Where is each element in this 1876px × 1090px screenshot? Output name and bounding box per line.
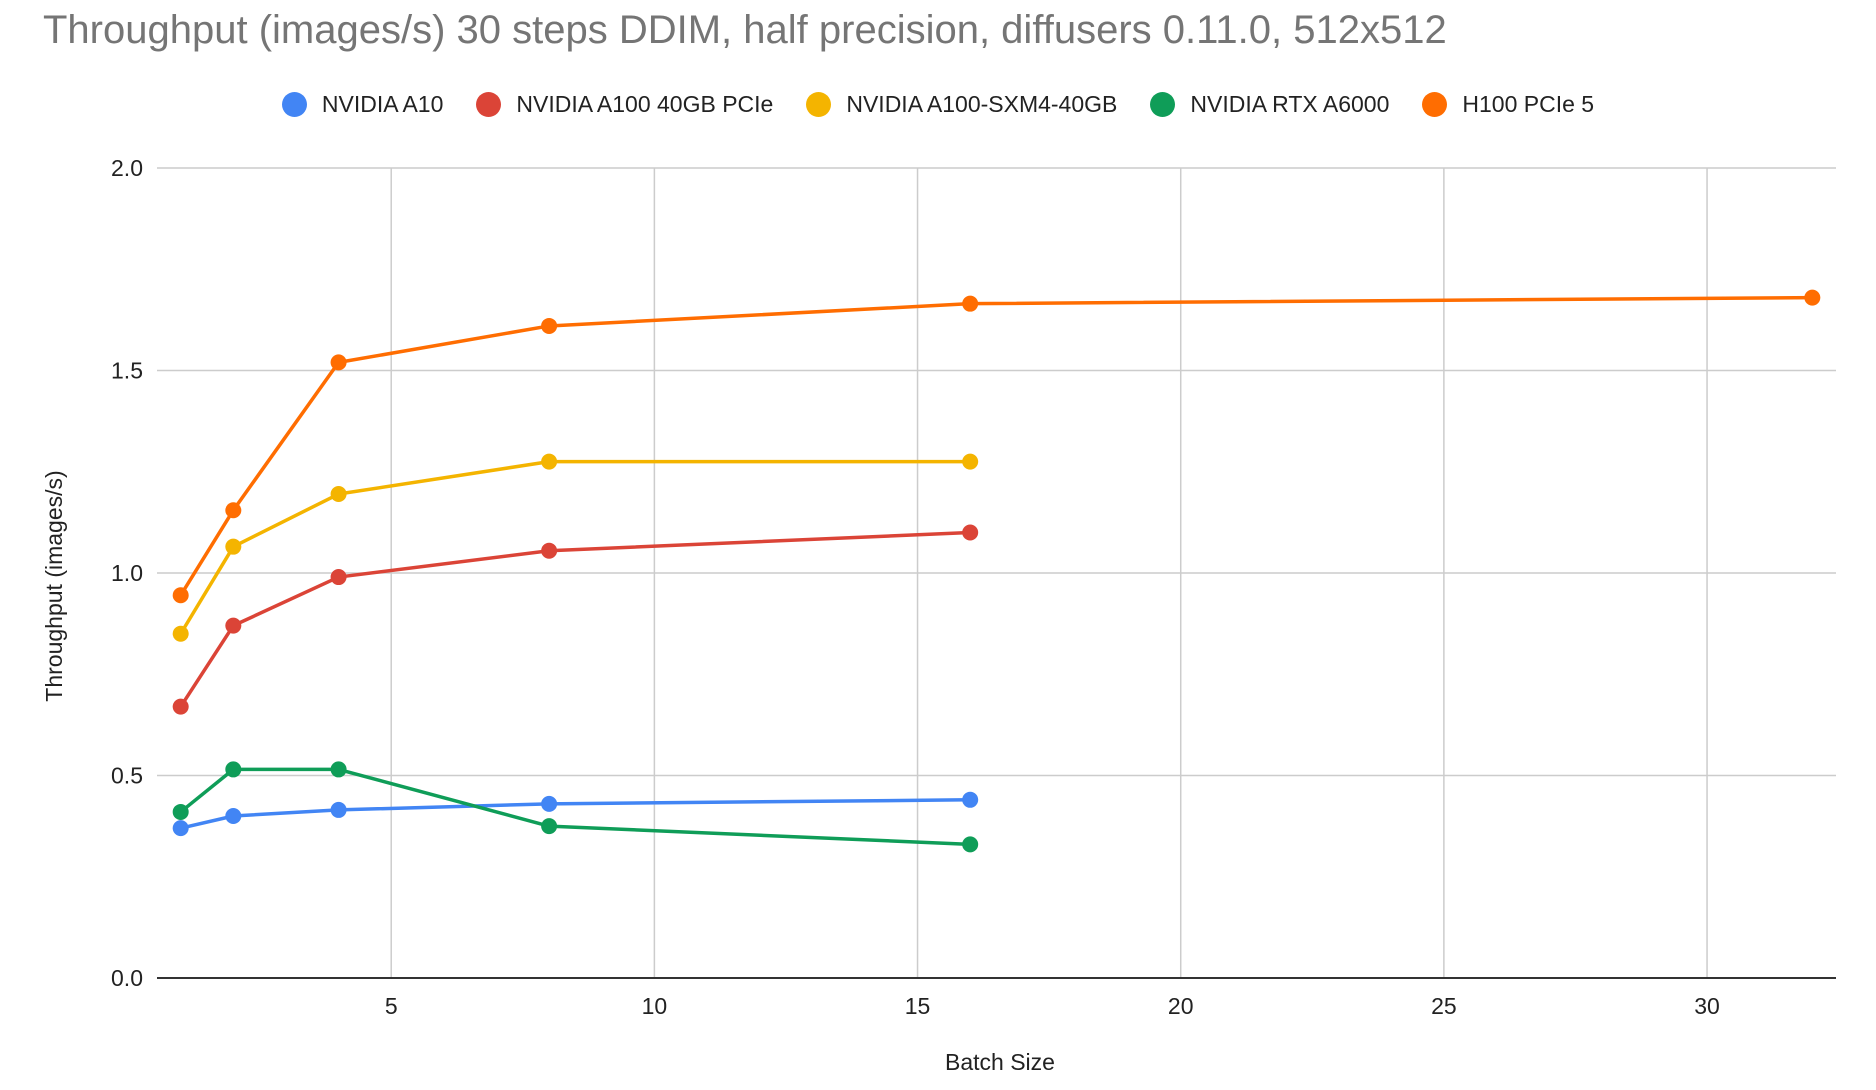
legend-item[interactable]: NVIDIA A10 — [281, 90, 444, 118]
legend-swatch — [1422, 91, 1448, 117]
series-line — [179, 767, 971, 847]
legend-swatch — [1150, 91, 1176, 117]
x-axis-label: Batch Size — [945, 1049, 1055, 1075]
data-point[interactable] — [225, 761, 242, 778]
data-point[interactable] — [1804, 289, 1821, 306]
legend-item[interactable]: H100 PCIe 5 — [1422, 91, 1594, 118]
legend-item[interactable]: NVIDIA A100-SXM4-40GB — [806, 91, 1117, 118]
data-point[interactable] — [330, 569, 347, 586]
data-point[interactable] — [962, 836, 979, 853]
data-point[interactable] — [172, 625, 189, 642]
y-tick-label: 1.0 — [111, 560, 143, 586]
y-tick-label: 0.0 — [111, 965, 143, 991]
legend-label: NVIDIA A100-SXM4-40GB — [846, 90, 1118, 117]
data-point[interactable] — [541, 542, 558, 559]
x-tick-label: 30 — [1694, 993, 1720, 1019]
x-tick-label: 15 — [905, 993, 931, 1019]
x-tick-label: 20 — [1168, 993, 1194, 1019]
data-point[interactable] — [225, 502, 242, 519]
data-point[interactable] — [541, 317, 558, 334]
legend-swatch — [806, 91, 832, 117]
y-tick-label: 2.0 — [111, 155, 143, 181]
data-point[interactable] — [225, 617, 242, 634]
legend-label: NVIDIA RTX A6000 — [1190, 90, 1390, 117]
data-point[interactable] — [962, 791, 979, 808]
data-point[interactable] — [330, 761, 347, 778]
data-point[interactable] — [330, 486, 347, 503]
x-tick-label: 5 — [385, 993, 398, 1019]
x-tick-label: 25 — [1431, 993, 1457, 1019]
y-axis-label: Throughput (images/s) — [41, 470, 67, 701]
chart-title: Throughput (images/s) 30 steps DDIM, hal… — [43, 8, 1447, 52]
series-2 — [172, 453, 979, 642]
legend-item[interactable]: NVIDIA RTX A6000 — [1150, 91, 1389, 118]
series-4 — [172, 289, 1821, 604]
series-line — [179, 530, 971, 708]
x-tick-label: 10 — [642, 993, 668, 1019]
legend-swatch — [476, 91, 502, 117]
data-point[interactable] — [172, 587, 189, 604]
data-point[interactable] — [962, 295, 979, 312]
series-1 — [172, 524, 979, 715]
series-line — [179, 459, 971, 635]
legend-label: NVIDIA A100 40GB PCIe — [516, 90, 774, 117]
data-point[interactable] — [225, 808, 242, 824]
series-line — [180, 798, 971, 830]
y-tick-label: 0.5 — [111, 763, 143, 789]
data-point[interactable] — [541, 818, 558, 835]
legend: NVIDIA A10 NVIDIA A100 40GB PCIe NVIDIA A1… — [0, 86, 1876, 122]
data-point[interactable] — [172, 698, 189, 715]
legend-item[interactable]: NVIDIA A100 40GB PCIe — [476, 91, 773, 118]
data-point[interactable] — [330, 801, 347, 818]
legend-swatch — [281, 91, 307, 117]
series-line — [179, 295, 1813, 597]
legend-label: H100 PCIe 5 — [1462, 90, 1595, 117]
series-0 — [172, 791, 979, 837]
series-3 — [172, 761, 979, 853]
legend-label: NVIDIA A10 — [321, 90, 444, 117]
y-tick-label: 1.5 — [111, 358, 143, 384]
data-point[interactable] — [541, 795, 558, 812]
data-point[interactable] — [172, 820, 189, 837]
data-point[interactable] — [225, 538, 242, 555]
data-point[interactable] — [962, 524, 979, 541]
data-point[interactable] — [330, 354, 347, 371]
data-point[interactable] — [962, 453, 979, 470]
data-point[interactable] — [172, 803, 189, 820]
data-point[interactable] — [541, 453, 558, 470]
